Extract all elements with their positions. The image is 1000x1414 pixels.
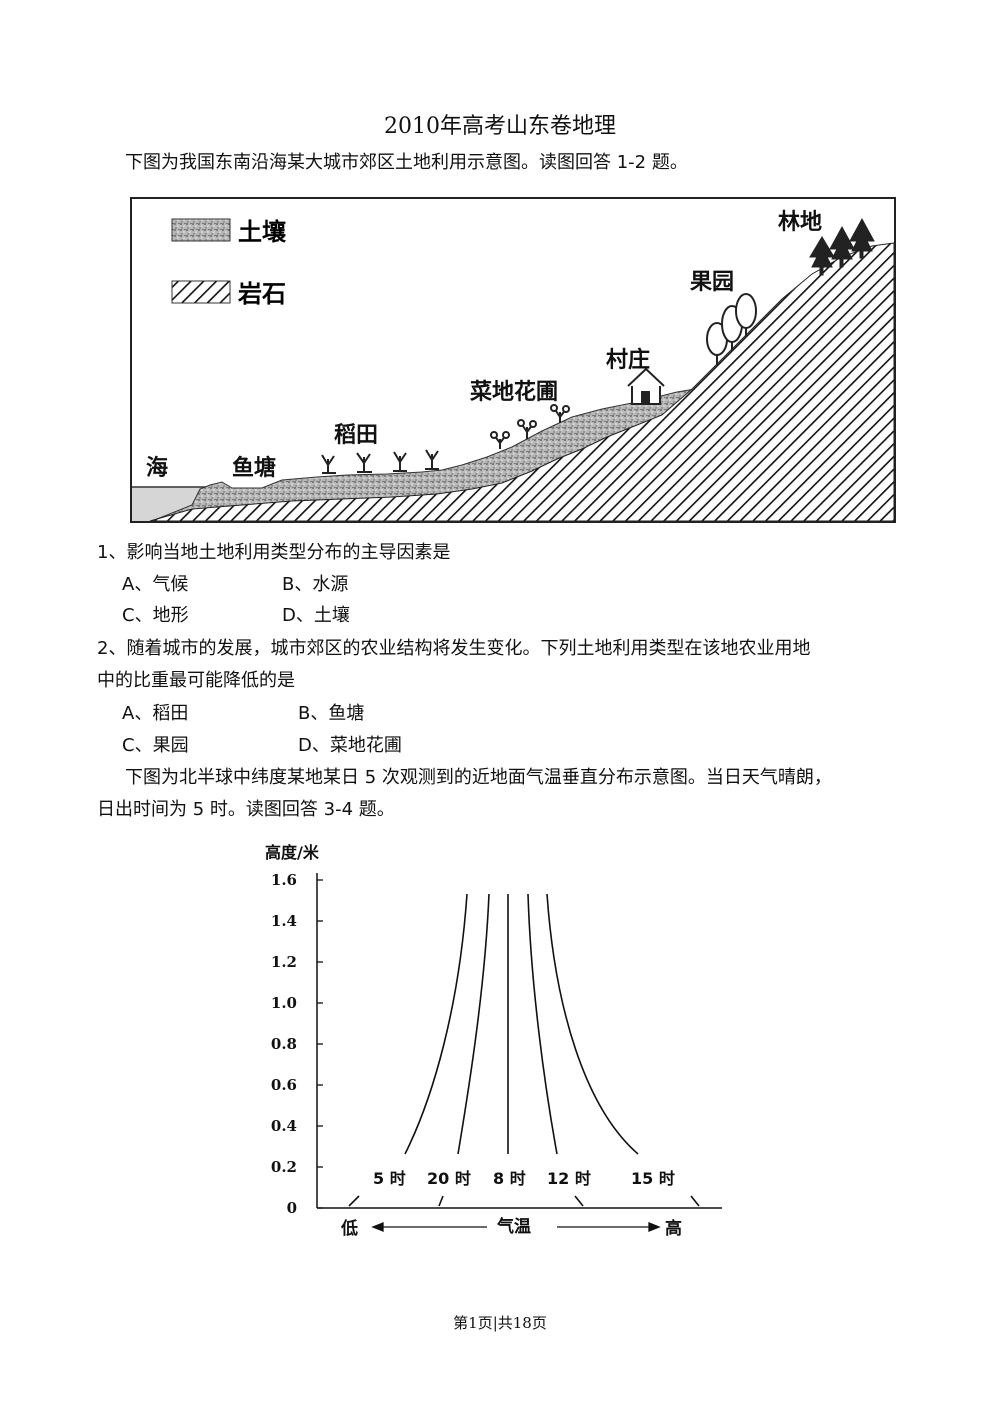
y-tick-label: 0.8	[271, 1035, 297, 1053]
series-label: 20 时	[427, 1169, 471, 1188]
q1-option-a: A、气候	[122, 574, 189, 595]
land-use-diagram: 土壤 岩石	[132, 210, 894, 521]
curve-stub	[348, 1195, 360, 1207]
question-2-stem-line1: 2、随着城市的发展，城市郊区的农业结构将发生变化。下列土地利用类型在该地农业用地	[97, 638, 811, 659]
label-paddy: 稻田	[334, 423, 378, 448]
y-tick-label: 1.6	[271, 871, 297, 889]
curve-stub	[574, 1195, 584, 1207]
curve-stub	[690, 1195, 700, 1207]
paddy-plants	[321, 449, 439, 474]
page-footer: 第1页|共18页	[453, 1314, 547, 1332]
orchard-trees	[706, 293, 757, 365]
intro-3-4-line2: 日出时间为 5 时。读图回答 3-4 题。	[97, 799, 395, 820]
label-forest: 林地	[778, 210, 822, 235]
intro-1-2: 下图为我国东南沿海某大城市郊区土地利用示意图。读图回答 1-2 题。	[125, 152, 688, 173]
legend-rock-swatch	[171, 280, 231, 304]
question-1-stem: 1、影响当地土地利用类型分布的主导因素是	[97, 542, 451, 563]
x-axis-label: 气温	[496, 1216, 531, 1237]
vegetable-plants	[490, 404, 570, 449]
legend-rock-label: 岩石	[237, 280, 286, 308]
series-label: 8 时	[493, 1169, 526, 1188]
q2-option-d: D、菜地花圃	[298, 735, 402, 756]
question-2-stem-line2: 中的比重最可能降低的是	[97, 670, 295, 691]
q2-option-c: C、果园	[122, 735, 189, 756]
x-high-label: 高	[665, 1218, 682, 1239]
legend: 土壤 岩石	[171, 218, 287, 308]
q2-option-a: A、稻田	[122, 703, 189, 724]
temperature-chart: 高度/米 1.6 1.4 1.2 1.0 0.8 0.6 0.4 0.2 0 5 时 20 时 8 …	[255, 838, 730, 1243]
y-tick-label: 1.0	[271, 994, 297, 1012]
page-title: 2010年高考山东卷地理	[384, 114, 616, 139]
y-tick-label: 0.6	[271, 1076, 297, 1094]
q1-option-d: D、土壤	[282, 605, 350, 626]
y-tick-label: 1.2	[271, 953, 297, 971]
temperature-curve	[546, 893, 639, 1155]
q1-option-c: C、地形	[122, 605, 189, 626]
intro-3-4-line1: 下图为北半球中纬度某地某日 5 次观测到的近地面气温垂直分布示意图。当日天气晴朗…	[125, 767, 832, 788]
x-low-label: 低	[340, 1218, 358, 1239]
forest-trees	[809, 217, 875, 276]
label-fish-pond: 鱼塘	[232, 455, 276, 481]
temperature-curve	[404, 893, 468, 1155]
y-tick-label: 0.4	[271, 1117, 297, 1135]
x-arrows	[371, 1222, 661, 1232]
label-vegetable-flower: 菜地花圃	[469, 379, 558, 405]
q2-option-b: B、鱼塘	[298, 703, 365, 724]
curve-stub	[438, 1195, 444, 1207]
series-label: 12 时	[547, 1169, 591, 1188]
village-house-icon	[627, 367, 665, 405]
q1-option-b: B、水源	[282, 574, 349, 595]
y-tick-label: 1.4	[271, 912, 297, 930]
y-tick-label: 0.2	[271, 1158, 297, 1176]
y-tick-label: 0	[287, 1199, 297, 1217]
legend-soil-swatch	[171, 218, 231, 242]
temperature-curve	[527, 893, 558, 1155]
series-label: 5 时	[373, 1169, 406, 1188]
series-label: 15 时	[631, 1169, 675, 1188]
land-use-figure: 土壤 岩石	[130, 197, 896, 523]
label-orchard: 果园	[690, 270, 734, 295]
y-axis-label: 高度/米	[265, 843, 320, 862]
legend-soil-label: 土壤	[238, 218, 287, 246]
temperature-chart-svg: 高度/米 1.6 1.4 1.2 1.0 0.8 0.6 0.4 0.2 0 5 时 20 时 8 …	[265, 843, 722, 1239]
temperature-curve	[457, 893, 490, 1155]
label-village: 村庄	[606, 347, 650, 373]
label-sea: 海	[146, 455, 168, 481]
